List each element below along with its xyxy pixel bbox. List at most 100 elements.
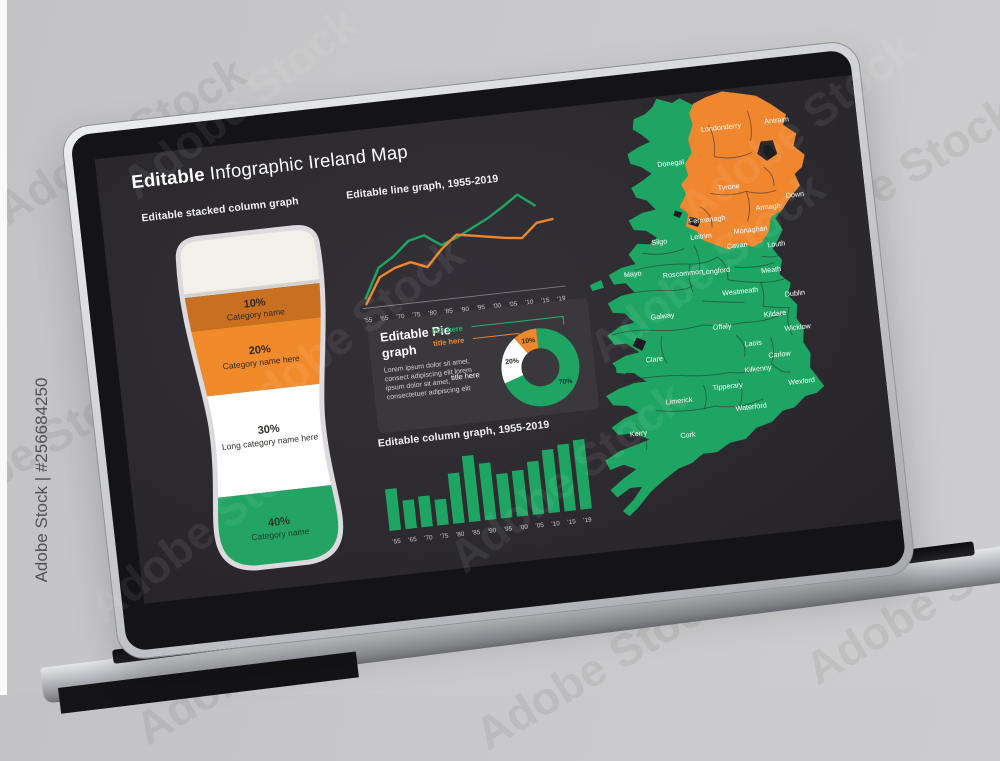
county-label-offaly: Offaly [712, 321, 732, 332]
screen-bezel: Editable Infographic Ireland Map Editabl… [69, 0, 924, 652]
pie-slice-pct-label: 20% [505, 358, 519, 366]
county-label-monaghan: Monaghan [733, 223, 768, 236]
pie-slice-pct-label: 70% [559, 378, 573, 386]
line-axis-tick: '65 [380, 315, 389, 323]
stacked-chart-label: Editable stacked column graph [140, 195, 300, 225]
pint-band-20 [175, 313, 353, 402]
band-30-pct: 30% [257, 423, 280, 437]
page-title: Editable Infographic Ireland Map [130, 141, 409, 194]
map-county-labels: Donegal Londonderry Antraim Tyrone Down Armag… [623, 114, 815, 440]
county-label-carlow: Carlow [768, 348, 792, 360]
line-axis-tick: '19 [557, 295, 566, 303]
pint-glass-outline [175, 224, 344, 571]
column-bar [511, 469, 529, 517]
county-label-laois: Laois [744, 338, 762, 349]
county-label-kildare: Kildare [763, 308, 786, 319]
column-axis-tick: '55 [392, 538, 401, 546]
county-label-londonderry: Londonderry [700, 121, 742, 134]
line-axis-tick: '10 [525, 299, 534, 307]
column-axis-tick: '10 [551, 520, 560, 528]
county-label-galway: Galway [650, 310, 675, 322]
county-label-louth: Louth [767, 238, 786, 249]
column-bar [541, 448, 561, 514]
line-axis-tick: '90 [460, 306, 469, 314]
column-bar [572, 439, 592, 510]
county-label-donegal: Donegal [657, 157, 685, 169]
county-label-westmeath: Westmeath [722, 285, 759, 298]
column-axis-tick: '70 [424, 534, 433, 542]
line-series-orange-series [365, 217, 554, 306]
column-bar [434, 498, 449, 526]
column-axis-tick: '19 [583, 516, 592, 524]
watermark-id-label: Adobe Stock | #256684250 [32, 377, 51, 583]
column-bar [557, 443, 577, 512]
line-axis-tick: '55 [364, 317, 373, 325]
map-county-borders [611, 110, 793, 451]
line-axis-tick: '15 [541, 297, 550, 305]
laptop: Editable Infographic Ireland Map Editabl… [60, 0, 924, 662]
line-series-green-series [364, 193, 536, 300]
column-axis-tick: '90 [488, 527, 497, 535]
line-axis-tick: '75 [412, 311, 421, 319]
line-axis-tick: '70 [396, 313, 405, 321]
map-lakes [632, 140, 778, 351]
column-bar [447, 472, 465, 524]
line-axis-tick: '85 [444, 308, 453, 316]
legend-connector-green [471, 315, 565, 328]
pie-panel: Editable Pie graph Lorem ipsum dolor sit… [366, 297, 600, 434]
column-axis-tick: '05 [535, 522, 544, 530]
column-axis-tick: '75 [440, 532, 449, 540]
county-label-wexford: Wexford [788, 375, 815, 387]
county-label-antraim: Antraim [764, 114, 790, 126]
column-bar [402, 499, 417, 530]
donut-chart: 70% 20% 10% [471, 315, 580, 407]
line-axis-tick: '05 [509, 300, 518, 308]
county-label-longford: Longford [701, 265, 730, 277]
column-axis-tick: '65 [408, 536, 417, 544]
column-axis-tick: '85 [472, 529, 481, 537]
county-label-kerry: Kerry [629, 428, 647, 439]
watermark-strip [0, 0, 7, 695]
county-label-meath: Meath [761, 264, 782, 275]
column-bar [526, 460, 545, 516]
county-label-tipperary: Tipperary [712, 380, 743, 392]
county-label-cork: Cork [680, 429, 696, 440]
map-offshore-islands [589, 279, 628, 374]
column-axis-tick: '80 [456, 531, 465, 539]
screen-content: Editable Infographic Ireland Map Editabl… [79, 0, 924, 633]
page-title-bold: Editable [130, 163, 206, 193]
line-axis-tick: '80 [428, 309, 437, 317]
county-label-leitrim: Leitrim [690, 230, 712, 241]
column-bar [418, 495, 433, 528]
column-bar [461, 455, 481, 523]
county-label-clare: Clare [645, 354, 663, 365]
band-40-pct: 40% [267, 515, 290, 529]
county-label-silgo: Silgo [651, 236, 668, 247]
county-label-tyrone: Tyrone [717, 181, 740, 192]
county-label-cavan: Cavan [726, 240, 748, 251]
column-bar [478, 462, 497, 521]
column-axis-tick: '15 [567, 518, 576, 526]
pie-slice-pct-label: 10% [521, 337, 535, 345]
county-label-wicklow: Wicklow [784, 321, 812, 333]
column-axis-tick: '00 [519, 524, 528, 532]
column-bar [496, 472, 513, 519]
county-label-mayo: Mayo [623, 269, 641, 280]
stacked-column-pint-chart: 10% Category name 20% Category name here… [175, 224, 353, 573]
county-label-kilkenny: Kilkenny [744, 363, 772, 375]
band-20-pct: 20% [248, 343, 271, 357]
line-axis-tick: '95 [476, 304, 485, 312]
column-axis-tick: '95 [503, 525, 512, 533]
county-label-fermanagh: Fermanagh [688, 213, 726, 226]
ireland-map: Donegal Londonderry Antraim Tyrone Down Armag… [589, 91, 825, 517]
band-10-pct: 10% [243, 296, 266, 310]
county-label-dublin: Dublin [784, 288, 805, 299]
column-bar [385, 488, 402, 531]
county-label-armagh: Armagh [755, 201, 781, 213]
line-chart-axis [362, 285, 566, 309]
pint-band-10 [175, 279, 353, 336]
column-chart: '55 '65 '70 '75 '80 '85 '90 '95 '00 '05 '10 '15 '19 [385, 439, 592, 546]
line-axis-tick: '00 [492, 302, 501, 310]
line-chart: '55 '65 '70 '75 '80 '85 '90 '95 '00 '05 '10 '15 '19 [362, 193, 566, 325]
county-label-waterford: Waterford [735, 400, 767, 412]
